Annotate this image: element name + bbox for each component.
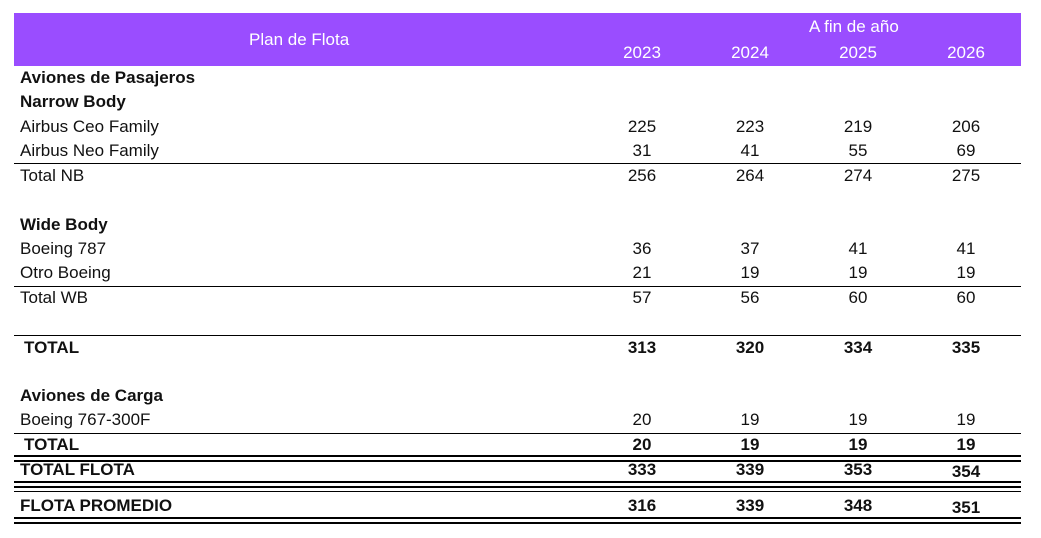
row-label: Total NB xyxy=(20,166,85,185)
section-label: Aviones de Carga xyxy=(20,386,163,405)
cell-2025: 60 xyxy=(848,288,868,307)
cell-2026: 275 xyxy=(951,166,981,185)
table-row: FLOTA PROMEDIO 316 339 348 351 xyxy=(14,495,1021,519)
cell-2025: 19 xyxy=(848,410,868,429)
section-narrow-body: Narrow Body xyxy=(14,91,1021,115)
section-pasajeros: Aviones de Pasajeros xyxy=(14,67,1021,91)
cell-2026: 206 xyxy=(951,117,981,136)
double-rule xyxy=(14,455,1021,462)
rule xyxy=(14,286,1021,287)
cell-2026: 60 xyxy=(956,288,976,307)
header-title: Plan de Flota xyxy=(249,30,350,49)
year-2025: 2025 xyxy=(839,43,877,62)
year-2026: 2026 xyxy=(947,43,985,62)
table-row: Otro Boeing 21 19 19 19 xyxy=(14,262,1021,286)
cell-2024: 56 xyxy=(740,288,760,307)
row-label: Total WB xyxy=(20,288,89,307)
cell-2024: 339 xyxy=(735,460,765,479)
table-header: Plan de Flota A fin de año 2023 2024 202… xyxy=(14,13,1021,66)
cell-2024: 41 xyxy=(740,141,760,160)
cell-2026: 351 xyxy=(951,498,981,517)
section-wide-body: Wide Body xyxy=(14,214,1021,238)
table-row: Airbus Ceo Family 225 223 219 206 xyxy=(14,116,1021,140)
cell-2026: 354 xyxy=(951,462,981,481)
year-2024: 2024 xyxy=(731,43,769,62)
cell-2026: 69 xyxy=(956,141,976,160)
row-label: Otro Boeing xyxy=(20,263,111,282)
table-row: TOTAL 20 19 19 19 xyxy=(14,434,1021,458)
cell-2024: 223 xyxy=(735,117,765,136)
cell-2026: 335 xyxy=(951,338,981,357)
cell-2023: 225 xyxy=(627,117,657,136)
cell-2025: 19 xyxy=(848,435,868,454)
table-row: Boeing 767-300F 20 19 19 19 xyxy=(14,409,1021,433)
cell-2023: 21 xyxy=(632,263,652,282)
table-row: TOTAL FLOTA 333 339 353 354 xyxy=(14,459,1021,483)
cell-2024: 19 xyxy=(740,410,760,429)
row-label: TOTAL xyxy=(24,338,80,357)
cell-2025: 348 xyxy=(843,496,873,515)
double-rule xyxy=(14,517,1021,524)
section-label: Narrow Body xyxy=(20,92,126,111)
section-label: Aviones de Pasajeros xyxy=(20,68,196,87)
cell-2024: 19 xyxy=(740,263,760,282)
rule xyxy=(14,491,1021,492)
cell-2024: 320 xyxy=(735,338,765,357)
cell-2026: 41 xyxy=(956,239,976,258)
cell-2023: 20 xyxy=(632,435,652,454)
cell-2023: 57 xyxy=(632,288,652,307)
cell-2024: 264 xyxy=(735,166,765,185)
row-label: FLOTA PROMEDIO xyxy=(20,496,173,515)
table-row: TOTAL 313 320 334 335 xyxy=(14,337,1021,361)
cell-2023: 313 xyxy=(627,338,657,357)
cell-2026: 19 xyxy=(956,410,976,429)
row-label: Airbus Neo Family xyxy=(20,141,159,160)
cell-2026: 19 xyxy=(956,435,976,454)
rule xyxy=(14,335,1021,336)
row-label: TOTAL xyxy=(24,435,80,454)
cell-2026: 19 xyxy=(956,263,976,282)
cell-2025: 19 xyxy=(848,263,868,282)
rule xyxy=(14,163,1021,164)
cell-2025: 274 xyxy=(843,166,873,185)
cell-2025: 55 xyxy=(848,141,868,160)
section-label: Wide Body xyxy=(20,215,108,234)
section-carga: Aviones de Carga xyxy=(14,385,1021,409)
cell-2025: 41 xyxy=(848,239,868,258)
cell-2023: 20 xyxy=(632,410,652,429)
header-subtitle: A fin de año xyxy=(809,17,899,36)
table-row: Total WB 57 56 60 60 xyxy=(14,287,1021,311)
cell-2024: 19 xyxy=(740,435,760,454)
row-label: Airbus Ceo Family xyxy=(20,117,159,136)
cell-2023: 333 xyxy=(627,460,657,479)
cell-2025: 353 xyxy=(843,460,873,479)
double-rule xyxy=(14,481,1021,488)
table-row: Total NB 256 264 274 275 xyxy=(14,165,1021,189)
cell-2025: 334 xyxy=(843,338,873,357)
cell-2023: 36 xyxy=(632,239,652,258)
table-row: Boeing 787 36 37 41 41 xyxy=(14,238,1021,262)
cell-2025: 219 xyxy=(843,117,873,136)
row-label: Boeing 787 xyxy=(20,239,107,258)
row-label: Boeing 767-300F xyxy=(20,410,151,429)
row-label: TOTAL FLOTA xyxy=(20,460,135,479)
rule xyxy=(14,433,1021,434)
cell-2024: 339 xyxy=(735,496,765,515)
cell-2023: 31 xyxy=(632,141,652,160)
cell-2023: 256 xyxy=(627,166,657,185)
cell-2024: 37 xyxy=(740,239,760,258)
cell-2023: 316 xyxy=(627,496,657,515)
year-2023: 2023 xyxy=(623,43,661,62)
table-row: Airbus Neo Family 31 41 55 69 xyxy=(14,140,1021,164)
